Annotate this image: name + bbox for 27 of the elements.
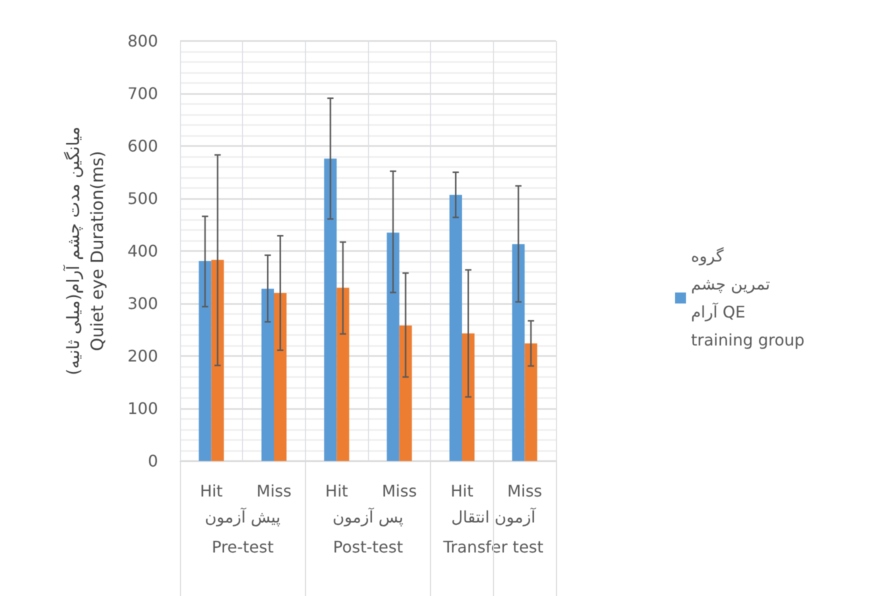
y-tick-label: 400: [127, 242, 158, 260]
x-tick-label: Miss: [382, 482, 417, 500]
bar: [336, 288, 350, 461]
x-tick-label: Miss: [507, 482, 542, 500]
bar: [462, 333, 475, 461]
y-tick-label: 600: [127, 136, 158, 156]
bar: [524, 343, 538, 461]
x-tick-label: Miss: [256, 482, 292, 500]
y-tick-label: 200: [127, 346, 158, 366]
y-tick-label: 800: [127, 32, 158, 50]
bar: [198, 260, 212, 461]
y-tick-label: 700: [127, 84, 158, 103]
bar: [261, 288, 274, 461]
bar: [399, 326, 412, 461]
x-tick-label: Hit: [200, 482, 223, 500]
x-tick-label: Hit: [325, 482, 348, 500]
bar: [274, 293, 287, 461]
bar: [324, 158, 337, 461]
y-tick-label: 500: [127, 189, 158, 208]
y-tick-label: 100: [127, 399, 158, 418]
bar: [449, 194, 462, 461]
bar: [512, 244, 525, 461]
y-tick-label: 300: [127, 294, 158, 313]
bar: [386, 232, 400, 461]
bar: [211, 260, 224, 461]
y-tick-label: 0: [148, 452, 158, 470]
x-tick-label: Hit: [450, 482, 474, 500]
